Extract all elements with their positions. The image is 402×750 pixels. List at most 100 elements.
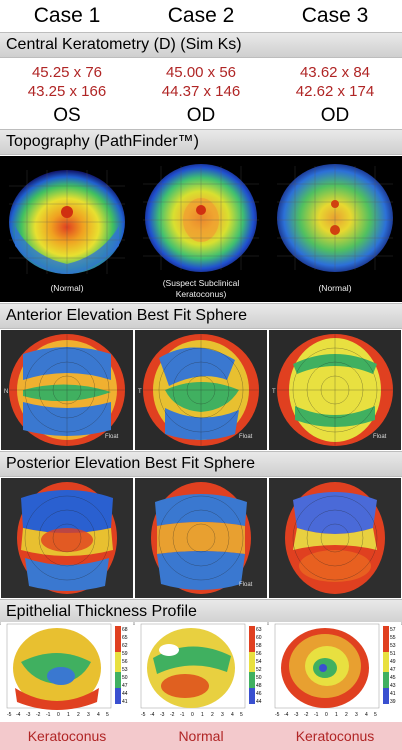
epithelial-map-case-1: 68 65 62 59 56 53 50 47 44 41 -5 -4 -3 -…: [1, 622, 133, 718]
epithelial-scale-2: [249, 626, 255, 704]
anterior-elevation-maps: N Float T Float T: [0, 330, 402, 450]
x-tick: 0: [325, 712, 328, 718]
anterior-map-case-1: N Float: [1, 330, 133, 450]
epithelial-scale-2-tick-4: 54: [256, 659, 262, 665]
epithelial-scale-1-tick-6: 50: [122, 675, 128, 681]
topography-caption-case-1: (Normal): [50, 283, 84, 293]
x-tick: -1: [314, 712, 319, 718]
posterior-elevation-header: Posterior Elevation Best Fit Sphere: [0, 451, 402, 477]
epithelial-map-case-2: 63 60 58 56 54 52 50 48 46 44 -5 -4 -3 -…: [135, 622, 267, 718]
epithelial-scale-2-tick-6: 50: [256, 675, 262, 681]
epithelial-scale-1-tick-5: 53: [122, 667, 128, 673]
topography-header: Topography (PathFinder™): [0, 129, 402, 155]
x-tick: 1: [201, 712, 204, 718]
case-3-keratometry: 43.62 x 84 42.62 x 174: [268, 60, 402, 104]
anterior-map-case-3: T Float: [269, 330, 401, 450]
case-1-keratometry: 45.25 x 76 43.25 x 166: [0, 60, 134, 104]
x-tick: -5: [141, 712, 146, 718]
epithelial-scale-2-tick-9: 44: [256, 699, 262, 705]
anterior-float-label-1: Float: [105, 434, 119, 440]
x-tick: 4: [365, 712, 368, 718]
anterior-nasal-label-1: N: [4, 389, 8, 395]
epithelial-scale-3-tick-9: 39: [390, 699, 396, 705]
topography-map-case-2: (Suspect Subclinical Keratoconus): [135, 156, 267, 302]
epithelial-scale-3: [383, 626, 389, 704]
topography-maps: (Normal) (Suspect Subclinical Keratoconu…: [0, 156, 402, 302]
epithelial-scale-3-tick-3: 51: [390, 651, 396, 657]
posterior-map-case-3: [269, 478, 401, 598]
epithelial-scale-3-tick-4: 49: [390, 659, 396, 665]
anterior-map-case-2: T Float: [135, 330, 267, 450]
case-3-k2: 42.62 x 174: [295, 83, 375, 100]
epithelial-scale-1-tick-0: 68: [122, 627, 128, 633]
x-tick: 3: [221, 712, 224, 718]
case-3-eye: OD: [320, 105, 350, 126]
x-tick: -4: [284, 712, 289, 718]
epithelial-x-axis-2: -5 -4 -3 -2 -1 0 1 2 3 4 5: [141, 712, 243, 718]
x-tick: 4: [231, 712, 234, 718]
x-tick: 5: [374, 712, 377, 718]
epithelial-scale-3-tick-8: 41: [390, 691, 396, 697]
topography-caption-case-3: (Normal): [318, 283, 352, 293]
anterior-temporal-label-2: T: [138, 389, 142, 395]
epithelial-scale-2-tick-0: 63: [256, 627, 262, 633]
case-3-header: Case 3: [301, 4, 369, 27]
epithelial-scale-3-tick-6: 45: [390, 675, 396, 681]
topography-map-case-3: (Normal): [269, 156, 401, 302]
x-tick: -3: [26, 712, 31, 718]
posterior-elevation-maps: Float: [0, 478, 402, 598]
epithelial-map-case-3: 57 55 53 51 49 47 45 43 41 39 -5 -4 -3 -…: [269, 622, 401, 718]
x-tick: 0: [57, 712, 60, 718]
x-tick: 3: [87, 712, 90, 718]
case-3-k1: 43.62 x 84: [299, 64, 371, 81]
anterior-temporal-label-3: T: [272, 389, 276, 395]
x-tick: -1: [46, 712, 51, 718]
epithelial-scale-1-tick-1: 65: [122, 635, 128, 641]
x-tick: 2: [345, 712, 348, 718]
x-tick: 2: [211, 712, 214, 718]
posterior-map-case-1: [1, 478, 133, 598]
epithelial-scale-1: [115, 626, 121, 704]
x-tick: 1: [67, 712, 70, 718]
epithelial-scale-2-tick-1: 60: [256, 635, 262, 641]
epithelial-scale-3-tick-7: 43: [390, 683, 396, 689]
epithelial-scale-1-tick-7: 47: [122, 683, 128, 689]
diagnosis-row: Keratoconus Normal Keratoconus: [0, 722, 402, 750]
epithelial-scale-2-tick-2: 58: [256, 643, 262, 649]
anterior-elevation-header: Anterior Elevation Best Fit Sphere: [0, 303, 402, 329]
posterior-map-case-2: Float: [135, 478, 267, 598]
x-tick: 5: [240, 712, 243, 718]
epithelial-scale-3-tick-0: 57: [390, 627, 396, 633]
case-1-k2: 43.25 x 166: [27, 83, 107, 100]
case-2-k1: 45.00 x 56: [165, 64, 237, 81]
x-tick: -3: [160, 712, 165, 718]
case-2-eye: OD: [186, 105, 216, 126]
x-tick: -2: [36, 712, 41, 718]
epithelial-scale-2-tick-5: 52: [256, 667, 262, 673]
topography-caption-case-2: (Suspect Subclinical Keratoconus): [162, 278, 240, 299]
epithelial-thickness-header: Epithelial Thickness Profile: [0, 599, 402, 625]
x-tick: -3: [294, 712, 299, 718]
case-2-keratometry: 45.00 x 56 44.37 x 146: [134, 60, 268, 104]
epithelial-scale-1-tick-4: 56: [122, 659, 128, 665]
x-tick: 2: [77, 712, 80, 718]
posterior-float-label-2: Float: [239, 582, 253, 588]
x-tick: 0: [191, 712, 194, 718]
case-headers: Case 1 Case 2 Case 3: [0, 2, 402, 30]
x-tick: -4: [150, 712, 155, 718]
epithelial-scale-1-tick-2: 62: [122, 643, 128, 649]
x-tick: -2: [170, 712, 175, 718]
case-1-eye: OS: [53, 105, 81, 126]
anterior-float-label-3: Float: [373, 434, 387, 440]
topography-map-case-1: (Normal): [1, 156, 133, 302]
x-tick: 4: [97, 712, 100, 718]
epithelial-scale-1-tick-8: 44: [122, 691, 128, 697]
eye-labels: OS OD OD: [0, 104, 402, 128]
epithelial-scale-3-tick-1: 55: [390, 635, 396, 641]
epithelial-scale-2-tick-7: 48: [256, 683, 262, 689]
epithelial-x-axis-1: -5 -4 -3 -2 -1 0 1 2 3 4 5: [7, 712, 109, 718]
epithelial-scale-1-tick-3: 59: [122, 651, 128, 657]
x-tick: -5: [7, 712, 12, 718]
keratometry-values: 45.25 x 76 43.25 x 166 45.00 x 56 44.37 …: [0, 60, 402, 104]
central-keratometry-header: Central Keratometry (D) (Sim Ks): [0, 32, 402, 58]
